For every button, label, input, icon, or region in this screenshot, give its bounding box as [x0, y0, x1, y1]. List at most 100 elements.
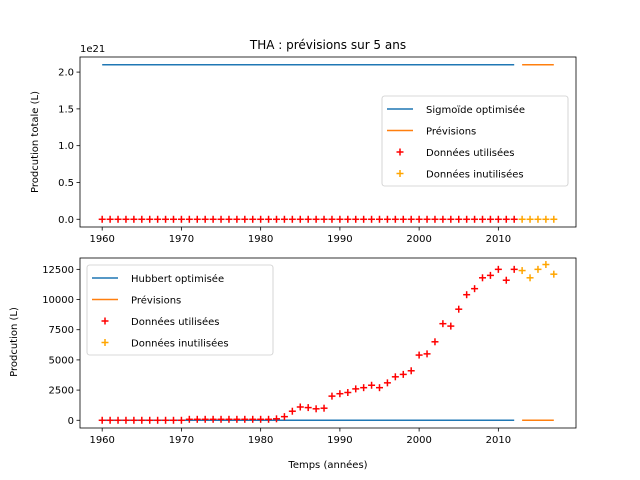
- bottom-data-point: [550, 270, 558, 278]
- top-data-point: [391, 215, 399, 223]
- bottom-plot-frame: [79, 257, 577, 429]
- bottom-legend-label: Hubbert optimisée: [131, 273, 224, 285]
- chart-title: THA : prévisions sur 5 ans: [249, 38, 406, 52]
- bottom-legend-marker-swatch: [101, 339, 109, 346]
- top-plot: 1e21 Prodcution totale (L) 1960 1970 1980 1…: [30, 44, 577, 245]
- top-data-point: [249, 215, 257, 223]
- bottom-legend-label: Données inutilisées: [131, 338, 229, 350]
- bottom-data-point: [272, 415, 280, 423]
- top-data-point: [502, 215, 510, 223]
- bottom-data-point: [399, 370, 407, 378]
- bottom-data-point: [98, 416, 106, 424]
- top-data-point: [209, 215, 217, 223]
- bottom-x-tick-label: 2000: [406, 435, 431, 446]
- bottom-data-point: [320, 404, 328, 412]
- bottom-data-point: [169, 416, 177, 424]
- bottom-legend-entry: Données utilisées: [101, 316, 220, 328]
- bottom-y-tick-label: 12500: [42, 265, 74, 276]
- bottom-data-point: [463, 291, 471, 299]
- bottom-data-point: [518, 267, 526, 275]
- bottom-data-point: [217, 415, 225, 423]
- bottom-x-axis-label: Temps (années): [287, 459, 367, 471]
- bottom-data-point: [130, 416, 138, 424]
- top-data-point: [272, 215, 280, 223]
- top-legend-label: Données inutilisées: [426, 169, 524, 181]
- bottom-plot: Prodcution (L) Temps (années) 1960 1970 19…: [9, 257, 577, 471]
- bottom-data-point: [241, 415, 249, 423]
- top-data-point: [479, 215, 487, 223]
- top-legend-label: Prévisions: [426, 126, 476, 138]
- top-data-point: [407, 215, 415, 223]
- bottom-data-point: [502, 276, 510, 284]
- bottom-data-point: [106, 416, 114, 424]
- bottom-legend-entry: Données inutilisées: [101, 338, 229, 350]
- top-data-point: [114, 215, 122, 223]
- top-data-point: [162, 215, 170, 223]
- top-data-point: [122, 215, 130, 223]
- top-x-tick-label: 2000: [406, 234, 431, 245]
- top-data-point: [463, 215, 471, 223]
- bottom-data-point: [391, 373, 399, 381]
- top-data-point: [352, 215, 360, 223]
- bottom-y-tick-label: 7500: [49, 325, 74, 336]
- top-data-point: [146, 215, 154, 223]
- bottom-data-point: [193, 415, 201, 423]
- bottom-data-point: [344, 389, 352, 397]
- bottom-legend-label: Prévisions: [131, 295, 181, 307]
- bottom-data-point: [296, 403, 304, 411]
- bottom-legend: Hubbert optimisée Prévisions Données utili…: [86, 264, 274, 356]
- bottom-data-point: [304, 404, 312, 412]
- top-data-point: [550, 215, 558, 223]
- bottom-data-point: [423, 350, 431, 358]
- bottom-data-point: [201, 415, 209, 423]
- top-data-point: [510, 215, 518, 223]
- top-offset-label: 1e21: [80, 44, 105, 55]
- bottom-data-point: [526, 274, 534, 282]
- bottom-data-point: [534, 265, 542, 273]
- top-data-point: [312, 215, 320, 223]
- top-data-point: [455, 215, 463, 223]
- bottom-data-point: [162, 416, 170, 424]
- top-legend-marker-swatch: [396, 170, 404, 177]
- bottom-data-point: [415, 351, 423, 359]
- bottom-y-tick-label: 5000: [49, 355, 74, 366]
- top-data-point: [130, 215, 138, 223]
- top-data-point: [201, 215, 209, 223]
- bottom-data-point: [510, 265, 518, 273]
- bottom-y-tick-label: 2500: [49, 386, 74, 397]
- top-data-point: [431, 215, 439, 223]
- bottom-data-point: [146, 416, 154, 424]
- bottom-x-tick-label: 1990: [327, 435, 352, 446]
- top-y-tick-label: 2.0: [58, 68, 74, 79]
- bottom-data-point: [154, 416, 162, 424]
- bottom-data-point: [312, 405, 320, 413]
- top-data-point: [542, 215, 550, 223]
- bottom-data-point: [249, 415, 257, 423]
- top-data-point: [288, 215, 296, 223]
- top-data-point: [193, 215, 201, 223]
- top-legend-label: Données utilisées: [426, 147, 515, 159]
- top-data-point: [154, 215, 162, 223]
- top-data-point: [177, 215, 185, 223]
- top-y-tick-label: 1.5: [58, 104, 74, 115]
- top-data-point: [399, 215, 407, 223]
- top-legend-entry: Données inutilisées: [396, 169, 524, 181]
- top-data-point: [169, 215, 177, 223]
- bottom-data-point: [336, 390, 344, 398]
- bottom-data-point: [122, 416, 130, 424]
- top-data-point: [360, 215, 368, 223]
- bottom-data-point: [368, 381, 376, 389]
- top-data-point: [526, 215, 534, 223]
- top-data-point: [138, 215, 146, 223]
- top-legend-label: Sigmoïde optimisée: [426, 104, 525, 116]
- top-data-point: [296, 215, 304, 223]
- top-data-point: [304, 215, 312, 223]
- bottom-data-point: [447, 322, 455, 330]
- bottom-data-point: [383, 379, 391, 387]
- bottom-legend-marker-swatch: [101, 317, 109, 325]
- top-data-point: [280, 215, 288, 223]
- bottom-data-point: [494, 265, 502, 273]
- top-legend-entry: Données utilisées: [396, 147, 515, 159]
- top-x-tick-label: 1960: [89, 234, 114, 245]
